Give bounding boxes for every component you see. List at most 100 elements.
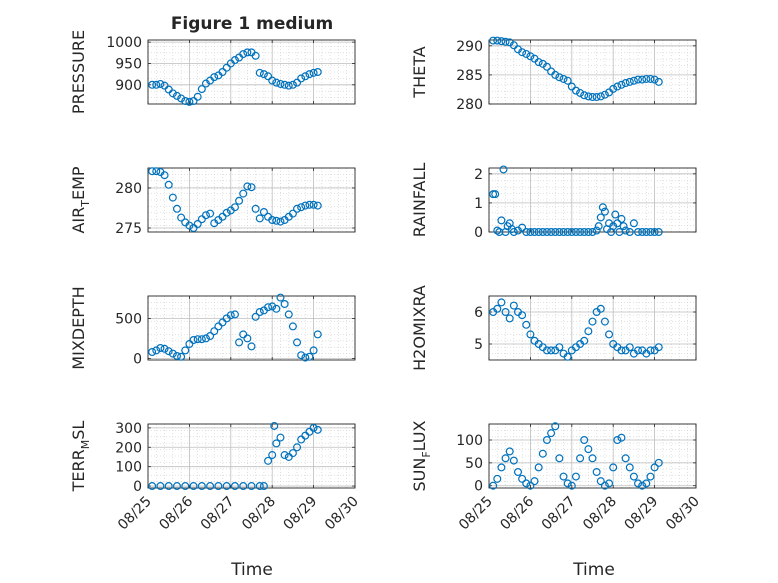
- y-tick-label: 275: [115, 221, 142, 237]
- y-tick-label: 900: [115, 78, 142, 94]
- axes-box: [488, 423, 697, 489]
- data-point: [600, 90, 609, 99]
- y-tick-label: 0: [133, 479, 142, 495]
- y-tick-label: 6: [474, 305, 483, 321]
- data-point: [617, 214, 626, 223]
- data-point: [181, 97, 190, 106]
- data-point: [580, 91, 589, 100]
- data-point: [297, 351, 306, 360]
- y-tick-label: 0: [133, 351, 142, 367]
- data-point: [497, 216, 506, 225]
- data-point: [264, 303, 273, 312]
- data-point: [280, 300, 289, 309]
- data-point: [534, 58, 543, 67]
- y-axis-label: PRESSURE: [69, 30, 88, 114]
- y-label-main: TERR: [69, 449, 88, 492]
- data-point: [563, 352, 572, 361]
- data-point: [164, 347, 173, 356]
- data-point: [297, 74, 306, 83]
- data-point: [493, 474, 502, 483]
- data-point: [576, 454, 585, 463]
- data-point: [493, 36, 502, 45]
- data-point: [638, 75, 647, 84]
- data-point: [584, 92, 593, 101]
- data-point: [313, 425, 322, 434]
- data-point: [164, 482, 173, 491]
- y-tick-label: 200: [115, 440, 142, 456]
- data-point: [654, 458, 663, 467]
- data-point: [226, 311, 235, 320]
- data-point: [617, 346, 626, 355]
- data-point: [654, 228, 663, 237]
- data-point: [522, 228, 531, 237]
- data-point: [247, 342, 256, 351]
- data-point: [309, 346, 318, 355]
- data-point: [313, 67, 322, 76]
- data-point: [609, 463, 618, 472]
- data-point: [222, 482, 231, 491]
- data-point: [638, 228, 647, 237]
- data-point: [168, 89, 177, 98]
- data-point: [255, 308, 264, 317]
- data-point: [642, 74, 651, 83]
- data-point: [222, 208, 231, 217]
- data-point: [309, 68, 318, 77]
- data-point: [605, 479, 614, 488]
- data-point: [497, 37, 506, 46]
- data-point: [621, 454, 630, 463]
- data-point: [617, 433, 626, 442]
- data-point: [230, 482, 239, 491]
- data-point: [526, 52, 535, 61]
- data-point: [288, 209, 297, 218]
- y-label-main: MIXDEPTH: [69, 286, 88, 369]
- data-point: [542, 228, 551, 237]
- subplot-mixdepth: 0 500 MIXDEPTH: [69, 286, 356, 370]
- data-points: [489, 165, 663, 237]
- data-point: [239, 482, 248, 491]
- data-point: [284, 81, 293, 90]
- data-point: [301, 353, 310, 362]
- data-point: [563, 76, 572, 85]
- data-point: [629, 219, 638, 228]
- y-tick-label: 285: [456, 68, 483, 84]
- data-point: [594, 222, 603, 231]
- data-point: [489, 481, 498, 490]
- x-axis-label-right: Time: [572, 560, 615, 580]
- data-point: [650, 463, 659, 472]
- data-point: [293, 78, 302, 87]
- data-point: [551, 70, 560, 79]
- subplot-air-temp: 275 280 AIRTEMP: [69, 166, 356, 237]
- data-point: [592, 226, 601, 235]
- data-point: [255, 214, 264, 223]
- data-point: [499, 165, 508, 174]
- data-point: [501, 37, 510, 46]
- data-point: [555, 73, 564, 82]
- data-point: [547, 346, 556, 355]
- data-point: [152, 167, 161, 176]
- data-points: [148, 48, 322, 106]
- data-point: [313, 330, 322, 339]
- data-point: [625, 77, 634, 86]
- data-point: [563, 228, 572, 237]
- data-point: [588, 93, 597, 102]
- data-point: [172, 482, 181, 491]
- data-point: [526, 228, 535, 237]
- data-point: [559, 74, 568, 83]
- data-point: [588, 317, 597, 326]
- axes-box: [147, 39, 356, 105]
- data-point: [646, 346, 655, 355]
- data-point: [168, 349, 177, 358]
- data-point: [172, 204, 181, 213]
- axes-box: [488, 295, 697, 361]
- data-point: [491, 190, 500, 199]
- data-point: [584, 445, 593, 454]
- data-point: [489, 36, 498, 45]
- data-point: [505, 447, 514, 456]
- x-axis-label-left: Time: [230, 560, 273, 580]
- data-point: [255, 482, 264, 491]
- data-point: [522, 320, 531, 329]
- data-point: [576, 88, 585, 97]
- data-point: [189, 482, 198, 491]
- data-point: [230, 56, 239, 65]
- data-point: [629, 472, 638, 481]
